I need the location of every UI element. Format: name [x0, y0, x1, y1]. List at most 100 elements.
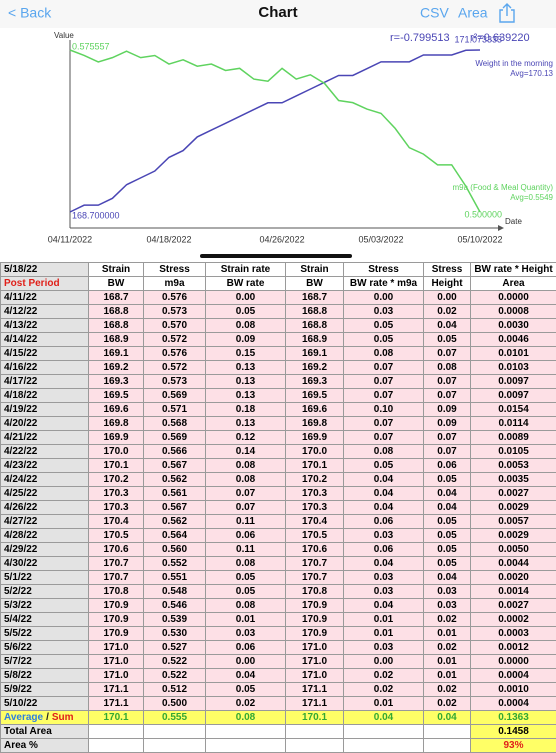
- value-cell: 0.05: [424, 515, 471, 529]
- x-tick-label: 04/18/2022: [146, 234, 191, 244]
- value-cell: 0.0035: [471, 473, 556, 487]
- value-cell: 171.0: [286, 641, 344, 655]
- value-cell: 0.552: [144, 557, 206, 571]
- value-cell: 0.0044: [471, 557, 556, 571]
- value-cell: 0.00: [206, 291, 286, 305]
- legend-name: Weight in the morning: [475, 59, 553, 68]
- value-cell: 0.0029: [471, 529, 556, 543]
- header-cell: Strain: [89, 263, 144, 277]
- value-label: 168.700000: [72, 210, 120, 220]
- value-cell: 0.01: [206, 613, 286, 627]
- value-cell: 0.07: [344, 375, 424, 389]
- date-cell: 5/6/22: [1, 641, 89, 655]
- value-cell: 0.03: [344, 529, 424, 543]
- value-cell: 0.0004: [471, 669, 556, 683]
- value-cell: 0.06: [344, 543, 424, 557]
- value-cell: 0.07: [344, 417, 424, 431]
- value-cell: 0.07: [344, 389, 424, 403]
- footer-label: Area %: [1, 739, 89, 753]
- value-cell: 0.570: [144, 319, 206, 333]
- x-tick-label: 05/03/2022: [359, 234, 404, 244]
- value-cell: 169.6: [286, 403, 344, 417]
- value-cell: 0.05: [424, 473, 471, 487]
- value-cell: 0.572: [144, 333, 206, 347]
- footer-value: 0.1458: [471, 725, 556, 739]
- value-cell: 0.00: [206, 655, 286, 669]
- value-cell: 171.1: [286, 683, 344, 697]
- value-cell: 0.07: [424, 445, 471, 459]
- value-cell: 0.05: [206, 571, 286, 585]
- value-cell: 170.0: [89, 445, 144, 459]
- footer-label: Total Area: [1, 725, 89, 739]
- value-cell: 0.0053: [471, 459, 556, 473]
- value-cell: 0.08: [206, 459, 286, 473]
- value-cell: 0.06: [344, 515, 424, 529]
- home-indicator: [200, 254, 352, 258]
- back-button[interactable]: < Back: [8, 5, 52, 21]
- value-cell: 0.01: [344, 627, 424, 641]
- value-cell: 0.02: [424, 683, 471, 697]
- legend-avg: Avg=170.13: [510, 69, 553, 78]
- value-cell: 0.0002: [471, 613, 556, 627]
- value-cell: 0.03: [424, 599, 471, 613]
- value-cell: 171.0: [89, 669, 144, 683]
- value-cell: 169.5: [286, 389, 344, 403]
- date-cell: 4/16/22: [1, 361, 89, 375]
- date-cell: 4/13/22: [1, 319, 89, 333]
- date-cell: 4/29/22: [1, 543, 89, 557]
- value-cell: 0.08: [206, 599, 286, 613]
- average-cell: 170.1: [286, 711, 344, 725]
- value-cell: 171.1: [89, 683, 144, 697]
- value-cell: 0.04: [344, 487, 424, 501]
- date-cell: 4/15/22: [1, 347, 89, 361]
- value-cell: 171.0: [89, 641, 144, 655]
- value-cell: 0.05: [424, 543, 471, 557]
- value-cell: 0.0004: [471, 697, 556, 711]
- value-cell: 0.576: [144, 347, 206, 361]
- value-cell: 0.573: [144, 305, 206, 319]
- value-cell: 0.05: [206, 683, 286, 697]
- header-cell: BW rate * m9a: [344, 277, 424, 291]
- value-cell: 168.8: [286, 319, 344, 333]
- value-cell: 0.08: [206, 557, 286, 571]
- value-cell: 168.8: [89, 319, 144, 333]
- date-cell: 5/4/22: [1, 613, 89, 627]
- value-cell: 0.562: [144, 515, 206, 529]
- empty-cell: [344, 739, 424, 753]
- value-cell: 0.01: [424, 655, 471, 669]
- value-cell: 170.1: [286, 459, 344, 473]
- area-button[interactable]: Area: [458, 5, 488, 21]
- chart-screen: < Back Chart CSV Area Value Date r=-0.79…: [0, 0, 556, 262]
- header-cell: BW: [286, 277, 344, 291]
- date-cell: 4/30/22: [1, 557, 89, 571]
- value-cell: 0.567: [144, 459, 206, 473]
- value-cell: 169.3: [286, 375, 344, 389]
- csv-button[interactable]: CSV: [420, 5, 449, 21]
- empty-cell: [89, 725, 144, 739]
- value-cell: 0.07: [424, 389, 471, 403]
- value-cell: 0.02: [424, 613, 471, 627]
- value-cell: 169.2: [286, 361, 344, 375]
- value-cell: 0.04: [424, 319, 471, 333]
- value-cell: 0.0105: [471, 445, 556, 459]
- date-cell: 5/3/22: [1, 599, 89, 613]
- average-label-slash: /: [46, 712, 49, 723]
- header-cell: Strain: [286, 263, 344, 277]
- average-cell: 170.1: [89, 711, 144, 725]
- value-cell: 0.03: [206, 627, 286, 641]
- value-cell: 0.04: [424, 501, 471, 515]
- value-cell: 170.9: [89, 599, 144, 613]
- header-cell: BW: [89, 277, 144, 291]
